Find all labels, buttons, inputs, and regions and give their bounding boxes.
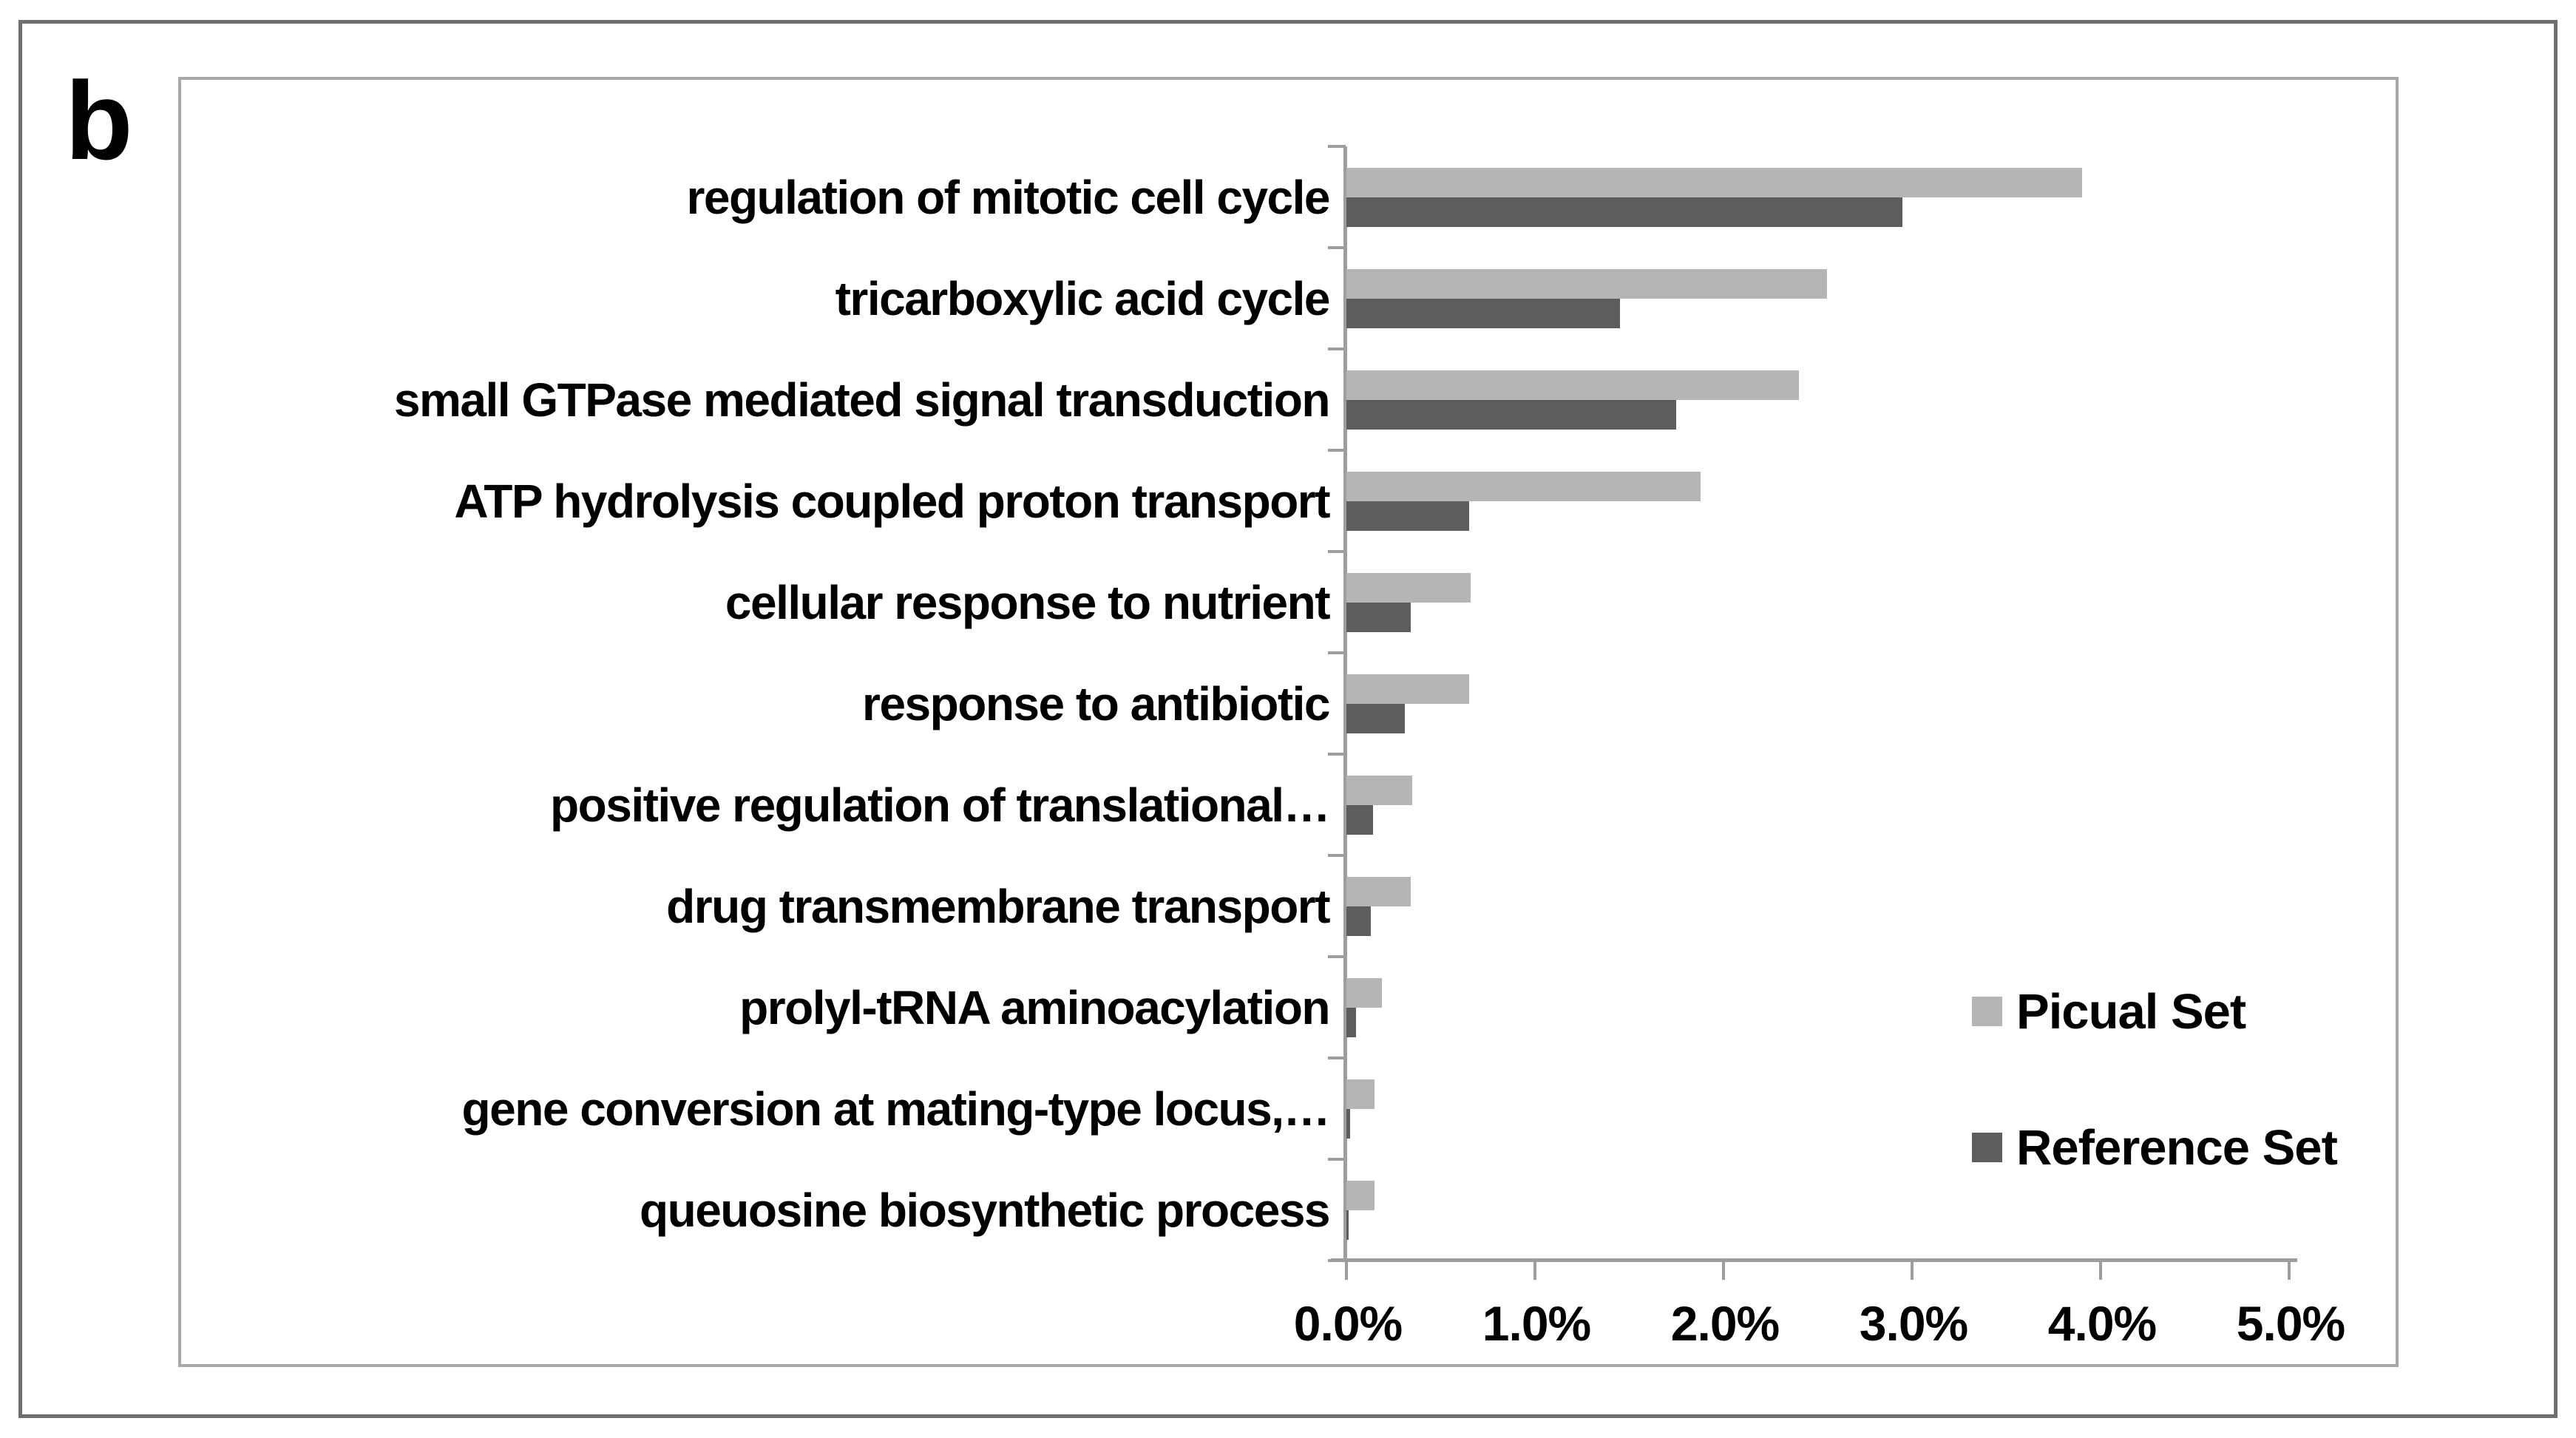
picual-set-legend-label: Picual Set xyxy=(2016,983,2246,1040)
y-axis-tick xyxy=(1328,651,1346,654)
reference-bar xyxy=(1346,704,1406,733)
reference-bar xyxy=(1346,197,1903,227)
y-axis-tick xyxy=(1328,145,1346,148)
y-axis-tick xyxy=(1328,1259,1346,1262)
x-tick-label: 4.0% xyxy=(2047,1296,2157,1351)
picual-bar xyxy=(1346,1181,1375,1210)
y-axis-tick xyxy=(1328,246,1346,249)
category-label: prolyl-tRNA aminoacylation xyxy=(739,980,1330,1034)
y-axis-tick xyxy=(1328,347,1346,350)
reference-bar xyxy=(1346,501,1469,531)
category-label: response to antibiotic xyxy=(862,676,1330,730)
category-label: small GTPase mediated signal transductio… xyxy=(393,373,1331,427)
picual-bar xyxy=(1346,1079,1375,1109)
picual-bar xyxy=(1346,168,2082,197)
reference-bar xyxy=(1346,400,1677,430)
x-axis-tick xyxy=(1345,1262,1348,1280)
picual-bar xyxy=(1346,573,1471,603)
y-axis-tick xyxy=(1328,550,1346,553)
x-axis-tick xyxy=(1722,1262,1725,1280)
reference-bar xyxy=(1346,805,1373,835)
picual-bar xyxy=(1346,776,1413,805)
reference-bar xyxy=(1346,1109,1351,1139)
panel-label: b xyxy=(65,58,133,183)
picual-bar xyxy=(1346,674,1469,704)
reference-set-legend-swatch xyxy=(1972,1133,2002,1162)
category-label: regulation of mitotic cell cycle xyxy=(686,170,1330,224)
y-axis-tick xyxy=(1328,449,1346,452)
reference-bar xyxy=(1346,603,1411,632)
category-label: tricarboxylic acid cycle xyxy=(835,271,1331,325)
picual-set-legend-swatch xyxy=(1972,997,2002,1026)
category-label: positive regulation of translational… xyxy=(550,778,1330,832)
x-axis-tick xyxy=(1533,1262,1536,1280)
y-axis-line xyxy=(1343,146,1347,1262)
x-axis-line xyxy=(1331,1258,2297,1262)
category-label: ATP hydrolysis coupled proton transport xyxy=(454,474,1330,528)
x-tick-label: 2.0% xyxy=(1670,1296,1780,1351)
y-axis-tick xyxy=(1328,1057,1346,1059)
picual-bar xyxy=(1346,877,1411,906)
x-tick-label: 3.0% xyxy=(1859,1296,1968,1351)
x-axis-tick xyxy=(2099,1262,2102,1280)
category-label: queuosine biosynthetic process xyxy=(640,1183,1331,1237)
picual-bar xyxy=(1346,370,1799,400)
x-axis-tick xyxy=(1911,1262,1914,1280)
reference-bar xyxy=(1346,906,1372,936)
category-label: drug transmembrane transport xyxy=(666,879,1330,933)
x-tick-label: 0.0% xyxy=(1293,1296,1403,1351)
y-axis-tick xyxy=(1328,955,1346,958)
reference-bar xyxy=(1346,1210,1349,1240)
y-axis-tick xyxy=(1328,854,1346,857)
picual-bar xyxy=(1346,472,1701,501)
x-tick-label: 5.0% xyxy=(2236,1296,2345,1351)
picual-bar xyxy=(1346,269,1828,299)
y-axis-tick xyxy=(1328,1158,1346,1161)
chart-frame xyxy=(178,77,2399,1367)
category-label: cellular response to nutrient xyxy=(725,575,1331,629)
category-label: gene conversion at mating-type locus,… xyxy=(461,1082,1331,1136)
reference-bar xyxy=(1346,1008,1356,1037)
picual-bar xyxy=(1346,978,1383,1008)
reference-bar xyxy=(1346,299,1620,328)
reference-set-legend-label: Reference Set xyxy=(2016,1119,2338,1176)
x-axis-tick xyxy=(2288,1262,2291,1280)
y-axis-tick xyxy=(1328,753,1346,756)
x-tick-label: 1.0% xyxy=(1482,1296,1591,1351)
